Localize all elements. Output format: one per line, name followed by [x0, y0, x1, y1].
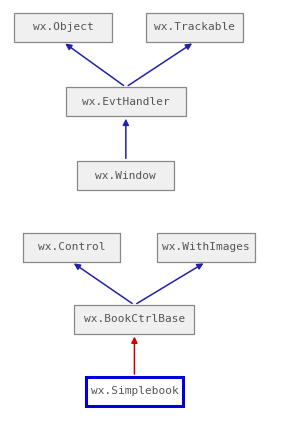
Text: wx.Window: wx.Window: [96, 170, 156, 181]
Bar: [23, 233, 120, 262]
Text: wx.BookCtrlBase: wx.BookCtrlBase: [84, 314, 185, 324]
Bar: [157, 233, 255, 262]
Bar: [66, 87, 186, 116]
Bar: [14, 13, 112, 42]
Bar: [74, 305, 194, 334]
Text: wx.Control: wx.Control: [38, 242, 105, 253]
Bar: [146, 13, 243, 42]
Text: wx.Simplebook: wx.Simplebook: [91, 386, 178, 396]
Text: wx.Trackable: wx.Trackable: [154, 22, 235, 33]
Text: wx.WithImages: wx.WithImages: [162, 242, 250, 253]
Bar: [86, 377, 183, 406]
Text: wx.Object: wx.Object: [33, 22, 93, 33]
Bar: [77, 161, 174, 190]
Text: wx.EvtHandler: wx.EvtHandler: [82, 96, 170, 107]
